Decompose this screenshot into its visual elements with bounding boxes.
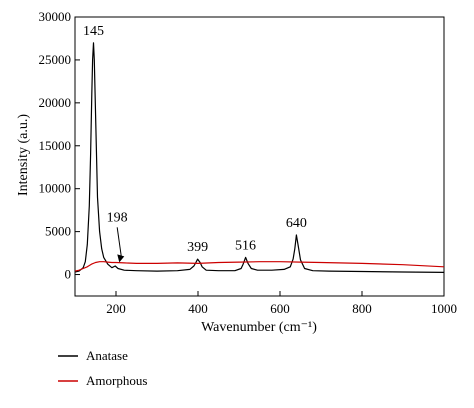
- peak-arrowhead: [117, 254, 125, 263]
- peak-label: 516: [235, 238, 256, 253]
- x-tick-label: 800: [352, 301, 372, 316]
- plot-frame: [74, 16, 445, 297]
- peak-arrow: [116, 227, 122, 257]
- x-tick-label: 200: [106, 301, 126, 316]
- y-tick-label: 15000: [39, 138, 72, 153]
- series-line-amorphous: [75, 261, 444, 272]
- peak-label: 399: [187, 240, 208, 255]
- series-line-anatase: [75, 42, 444, 273]
- plot-area: 200 400 600 800 1000050001000015000200002500…: [39, 9, 458, 316]
- y-tick-label: 10000: [39, 181, 72, 196]
- peak-label: 145: [83, 24, 104, 39]
- y-tick-label: 30000: [39, 9, 72, 24]
- x-tick-label: 1000: [431, 301, 457, 316]
- y-axis-title: Intensity (a.u.): [16, 114, 31, 196]
- x-tick-label: 400: [188, 301, 208, 316]
- y-tick-label: 0: [65, 267, 72, 282]
- legend-label-amorphous: Amorphous: [86, 373, 147, 388]
- legend: Anatase Amorphous: [58, 348, 147, 388]
- legend-label-anatase: Anatase: [86, 348, 128, 363]
- peak-label: 640: [286, 216, 307, 231]
- y-tick-label: 5000: [45, 224, 71, 239]
- peak-label: 198: [107, 210, 128, 225]
- y-tick-label: 20000: [39, 95, 72, 110]
- y-tick-label: 25000: [39, 52, 72, 67]
- x-axis-title: Wavenumber (cm⁻¹): [201, 320, 317, 335]
- x-tick-label: 600: [270, 301, 290, 316]
